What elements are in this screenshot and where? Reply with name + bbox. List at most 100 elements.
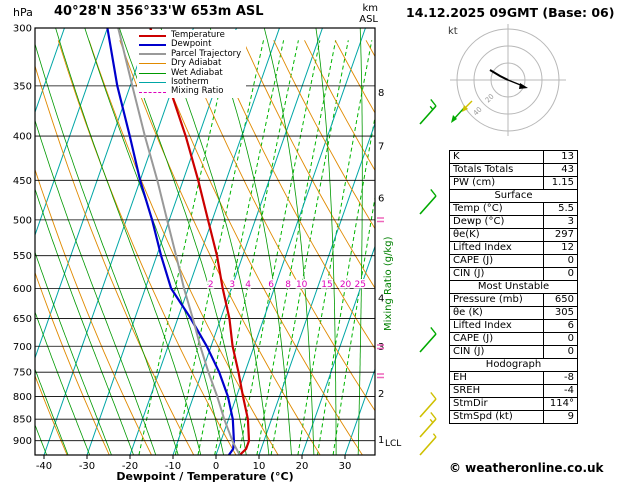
x-axis-title: Dewpoint / Temperature (°C) [116,470,294,483]
km-tick-label: 1 [378,435,384,446]
dry-adiabat-line [242,40,375,289]
dry-adiabat-line [397,40,450,455]
dry-adiabat-line [35,271,110,455]
wind-barb [419,411,437,438]
mixing-ratio-axis-label: Mixing Ratio (g/kg) [383,236,394,331]
temp-tick-label: -20 [122,461,138,472]
stats-row: θe(K) 297 [449,228,578,242]
wet-adiabat-line [263,28,315,455]
km-tick-label: 8 [378,88,384,99]
wind-barb-feather [430,411,437,420]
stats-label-cell: StmDir [449,397,544,411]
pressure-tick-label: 750 [13,368,32,379]
stats-value-cell: 3 [543,215,578,229]
legend-label: Dewpoint [171,39,212,50]
dry-adiabat-line [211,40,375,350]
dry-adiabat-line [35,374,68,455]
stats-label-cell: Temp (°C) [449,202,544,216]
stats-row: CAPE (J) 0 [449,254,578,268]
pressure-tick-label: 500 [13,215,32,226]
stats-label-cell: SREH [449,384,544,398]
legend-swatch [139,72,166,74]
stats-section-row: Hodograph [449,358,578,372]
stats-value-cell: 305 [543,306,578,320]
mixing-ratio-value-label: 10 [296,280,308,290]
stats-value-cell: 12 [543,241,578,255]
stats-value-cell: 5.5 [543,202,578,216]
stats-row: Dewp (°C) 3 [449,215,578,229]
stats-row: Temp (°C) 5.5 [449,202,578,216]
wind-barb-staff [419,105,437,125]
legend-item: Parcel Trajectory [139,49,241,59]
wind-barb-half-feather [429,105,434,111]
stats-row: StmSpd (kt) 9 [449,410,578,424]
stats-row: Lifted Index 6 [449,319,578,333]
mixing-ratio-line [197,40,285,455]
pressure-tick-label: 850 [13,415,32,426]
wet-adiabat-line [35,119,157,455]
legend-item: Temperature [139,30,241,40]
mixing-ratio-line [256,40,337,455]
wind-barb [419,433,437,456]
chart-legend: Temperature Dewpoint Parcel Trajectory Dry … [137,30,247,98]
stats-row: EH -8 [449,371,578,385]
mixing-ratio-value-label: 8 [285,280,291,290]
hodograph-ring [490,62,526,98]
mixing-ratio-line [297,40,373,455]
legend-label: Wet Adiabat [171,67,223,78]
legend-item: Mixing Ratio [139,86,241,97]
wind-barb-staff [419,418,437,438]
stats-row: CAPE (J) 0 [449,332,578,346]
storm-motion-arrowhead [519,83,528,89]
temp-tick-label: -10 [165,461,181,472]
stats-label-cell: CAPE (J) [449,254,544,268]
stats-row: K 13 [449,150,578,164]
legend-swatch [139,63,166,65]
wet-adiabat-line [357,28,363,455]
wind-barb-staff [419,333,437,353]
wet-adiabat-line [35,251,112,455]
stats-table: K 13 Totals Totals 43 PW (cm) 1.15 Surface Temp… [449,150,578,424]
stats-value-cell: 297 [543,228,578,242]
hodograph-ring [473,45,543,115]
mixing-ratio-line [238,40,321,455]
dry-adiabat-line [35,168,152,455]
stats-row: PW (cm) 1.15 [449,176,578,190]
isotherm-line [388,28,450,455]
stats-section-header: Surface [449,189,578,203]
stats-section-header: Most Unstable [449,280,578,294]
parcel-trajectory-curve [117,28,241,455]
km-tick-label: 2 [378,389,384,400]
wind-barb [419,188,437,215]
stats-value-cell: 0 [543,267,578,281]
wet-adiabat-line [35,310,91,455]
mixing-ratio-value-label: 3 [229,280,235,290]
legend-label: Mixing Ratio [171,86,224,97]
stats-value-cell: 0 [543,332,578,346]
pressure-tick-label: 650 [13,314,32,325]
wind-barb-half-feather [429,418,434,424]
legend-item: Wet Adiabat [139,67,241,78]
page-title: 40°28'N 356°33'W 653m ASL [54,4,264,19]
legend-swatch [139,53,166,56]
stats-section-row: Surface [449,189,578,203]
stats-label-cell: CAPE (J) [449,332,544,346]
stats-label-cell: θe(K) [449,228,544,242]
legend-item: Isotherm [139,77,241,87]
datetime-title: 14.12.2025 09GMT (Base: 06) [406,5,615,20]
temp-tick-label: 30 [339,461,352,472]
isotherm-line [43,28,194,455]
dry-adiabat-line [88,40,279,455]
wet-adiabat-line [35,367,69,455]
stats-section-header: Hodograph [449,358,578,372]
temperature-curve [149,28,251,455]
pressure-tick-label: 400 [13,132,32,143]
dewpoint-curve [106,28,235,455]
wet-adiabat-line [160,28,270,455]
km-tick-label: 4 [378,294,384,305]
wind-barb-feather [430,188,437,197]
km-tick-label: 7 [378,141,384,152]
stats-section-row: Most Unstable [449,280,578,294]
legend-swatch [139,44,166,47]
hodograph-unit-label: kt [448,26,458,37]
